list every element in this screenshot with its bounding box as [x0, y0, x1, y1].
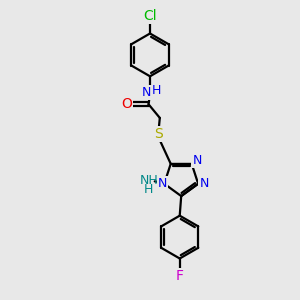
Text: S: S — [154, 127, 163, 141]
Text: O: O — [121, 97, 132, 111]
Text: N: N — [192, 154, 202, 167]
Text: N: N — [200, 177, 209, 190]
Text: F: F — [176, 269, 184, 283]
Text: Cl: Cl — [143, 9, 157, 23]
Text: NH: NH — [140, 174, 158, 187]
Text: H: H — [152, 84, 161, 98]
Text: N: N — [158, 177, 167, 190]
Text: H: H — [144, 183, 154, 196]
Text: N: N — [141, 86, 151, 99]
